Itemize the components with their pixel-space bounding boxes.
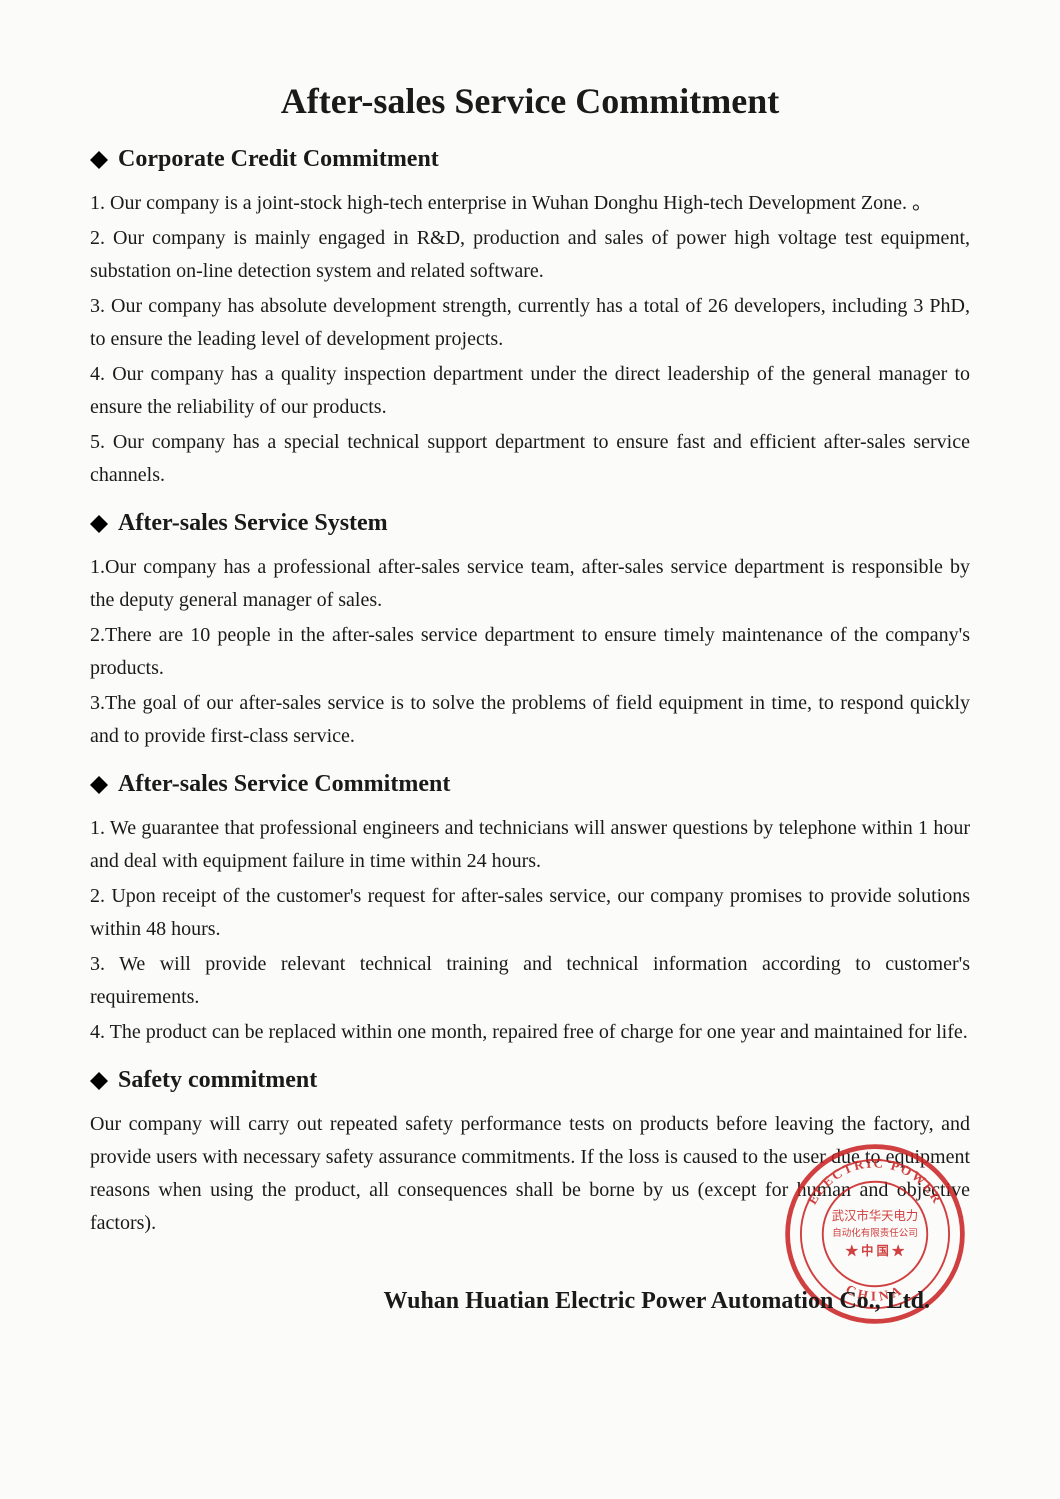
- section-heading-text: After-sales Service System: [118, 510, 388, 537]
- section-heading-safety: Safety commitment: [90, 1067, 970, 1094]
- diamond-icon: [90, 776, 108, 794]
- paragraph: 4. Our company has a quality inspection …: [90, 358, 970, 424]
- section-heading-corporate-credit: Corporate Credit Commitment: [90, 146, 970, 173]
- section-heading-text: Safety commitment: [118, 1067, 317, 1094]
- section-heading-text: After-sales Service Commitment: [118, 771, 450, 798]
- paragraph: 1.Our company has a professional after-s…: [90, 551, 970, 617]
- document-title: After-sales Service Commitment: [90, 80, 970, 122]
- company-signature: Wuhan Huatian Electric Power Automation …: [90, 1288, 970, 1315]
- paragraph: 1. We guarantee that professional engine…: [90, 812, 970, 878]
- stamp-inner-1: 武汉市华天电力: [832, 1208, 918, 1223]
- section-heading-service-system: After-sales Service System: [90, 510, 970, 537]
- diamond-icon: [90, 1072, 108, 1090]
- paragraph: 3. We will provide relevant technical tr…: [90, 948, 970, 1014]
- paragraph: 3. Our company has absolute development …: [90, 290, 970, 356]
- paragraph: 4. The product can be replaced within on…: [90, 1016, 970, 1049]
- paragraph: 2. Our company is mainly engaged in R&D,…: [90, 222, 970, 288]
- paragraph: 2.There are 10 people in the after-sales…: [90, 619, 970, 685]
- paragraph: 3.The goal of our after-sales service is…: [90, 687, 970, 753]
- paragraph: 5. Our company has a special technical s…: [90, 426, 970, 492]
- diamond-icon: [90, 515, 108, 533]
- paragraph: 1. Our company is a joint-stock high-tec…: [90, 187, 970, 220]
- stamp-inner-2: 自动化有限责任公司: [832, 1227, 918, 1239]
- section-heading-service-commitment: After-sales Service Commitment: [90, 771, 970, 798]
- section-heading-text: Corporate Credit Commitment: [118, 146, 439, 173]
- stamp-inner-3: ★ 中 国 ★: [846, 1243, 905, 1258]
- diamond-icon: [90, 151, 108, 169]
- paragraph: 2. Upon receipt of the customer's reques…: [90, 880, 970, 946]
